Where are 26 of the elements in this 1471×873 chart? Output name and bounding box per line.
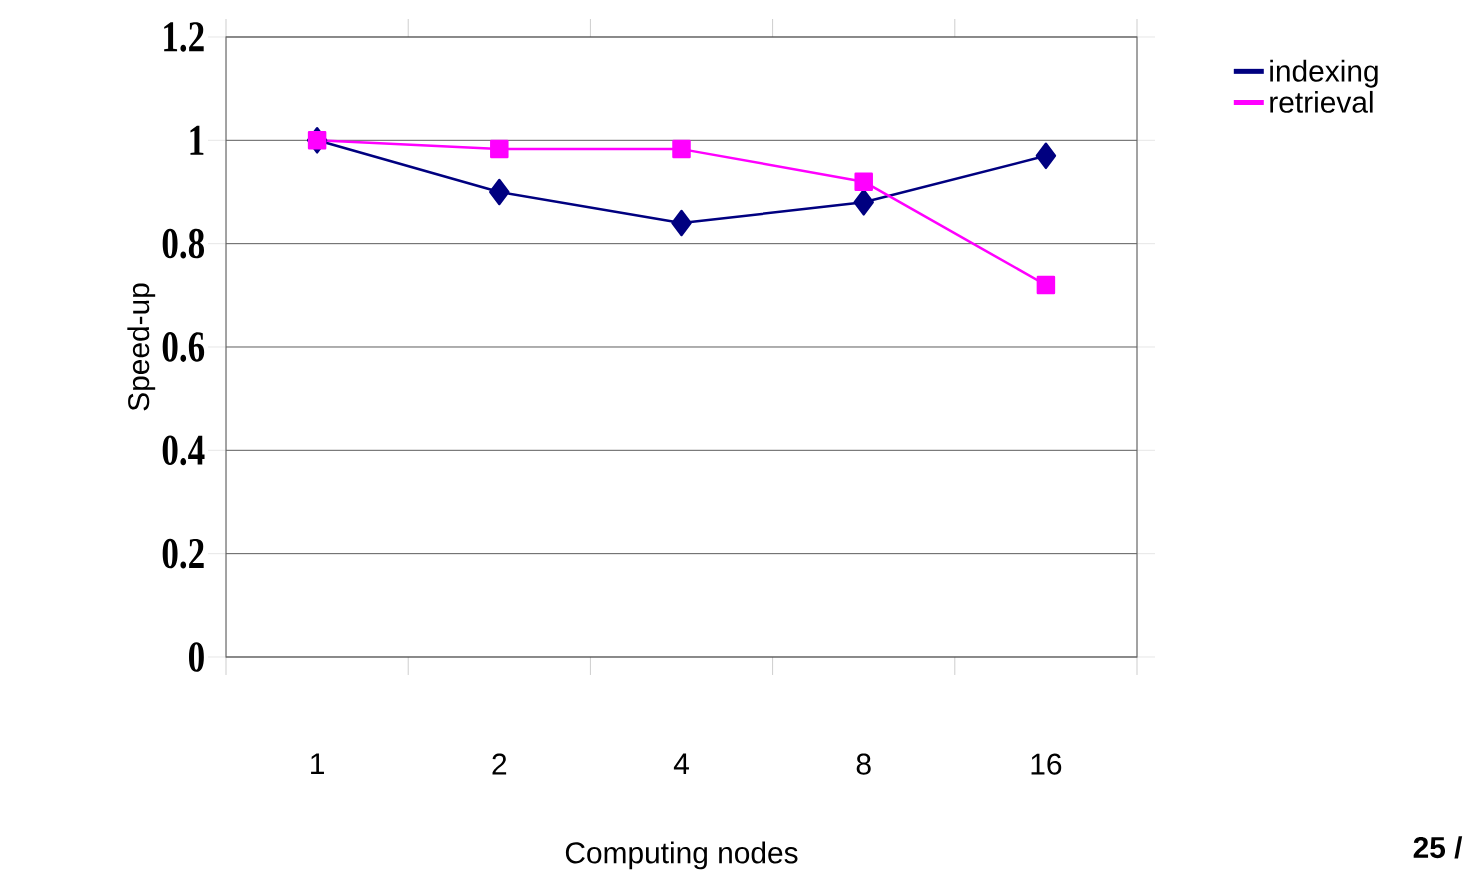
point: [307, 131, 327, 150]
y-tick-label: 0: [188, 642, 204, 672]
point: [1035, 142, 1057, 170]
x-tick-label: 1: [311, 753, 324, 775]
point: [854, 172, 873, 192]
x-tick-label: 2: [492, 753, 507, 775]
point: [672, 140, 691, 159]
x-tick-label: 16: [1031, 753, 1062, 775]
y-axis-title: Speed-up: [127, 283, 156, 411]
point: [489, 178, 510, 206]
point: [490, 140, 509, 159]
x-tick-label: 4: [673, 753, 689, 775]
legend-label: retrieval: [1270, 91, 1373, 114]
legend-label: indexing: [1270, 59, 1378, 88]
y-tick-label: 0.8: [162, 228, 205, 259]
y-tick-label: 1: [190, 126, 204, 155]
x-tick-label: 8: [856, 753, 871, 775]
point: [671, 209, 692, 237]
text: 25 /: [1413, 836, 1463, 859]
x-axis-title: Computing nodes: [565, 841, 798, 870]
y-tick-label: 0.4: [162, 435, 205, 466]
y-tick-label: 0.2: [162, 538, 204, 569]
y-tick-label: 1.2: [164, 22, 204, 52]
point: [1036, 275, 1056, 295]
point: [853, 189, 874, 216]
y-tick-label: 0.6: [162, 332, 205, 363]
